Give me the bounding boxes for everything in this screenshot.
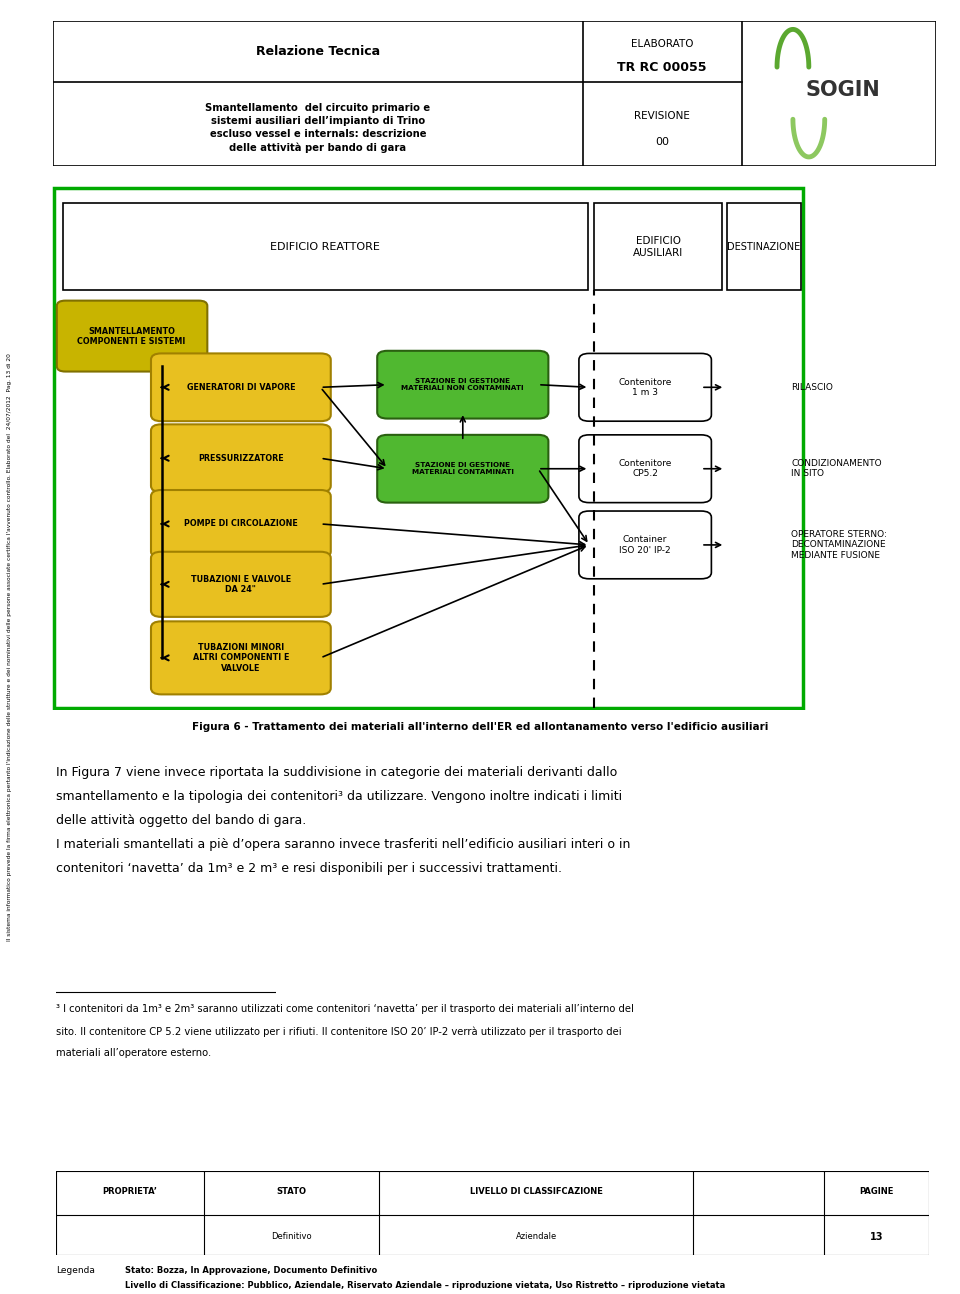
FancyBboxPatch shape: [62, 203, 588, 290]
Text: Definitivo: Definitivo: [272, 1232, 312, 1241]
FancyBboxPatch shape: [579, 511, 711, 578]
FancyBboxPatch shape: [377, 435, 548, 502]
Text: STAZIONE DI GESTIONE
MATERIALI NON CONTAMINATI: STAZIONE DI GESTIONE MATERIALI NON CONTA…: [401, 378, 524, 391]
FancyBboxPatch shape: [151, 490, 331, 558]
Text: POMPE DI CIRCOLAZIONE: POMPE DI CIRCOLAZIONE: [184, 519, 298, 528]
Text: SOGIN: SOGIN: [805, 80, 880, 100]
Text: REVISIONE: REVISIONE: [635, 111, 690, 122]
FancyBboxPatch shape: [594, 203, 722, 290]
Text: 13: 13: [870, 1232, 883, 1242]
Text: PRESSURIZZATORE: PRESSURIZZATORE: [198, 454, 284, 463]
Text: contenitori ‘navetta’ da 1m³ e 2 m³ e resi disponibili per i successivi trattame: contenitori ‘navetta’ da 1m³ e 2 m³ e re…: [56, 862, 562, 875]
Text: STAZIONE DI GESTIONE
MATERIALI CONTAMINATI: STAZIONE DI GESTIONE MATERIALI CONTAMINA…: [412, 462, 514, 475]
FancyBboxPatch shape: [151, 551, 331, 617]
Text: Contenitore
1 m 3: Contenitore 1 m 3: [618, 378, 672, 397]
Text: delle attività oggetto del bando di gara.: delle attività oggetto del bando di gara…: [56, 814, 306, 827]
Text: I materiali smantellati a piè d’opera saranno invece trasferiti nell’edificio au: I materiali smantellati a piè d’opera sa…: [56, 839, 630, 851]
Text: Stato: Bozza, In Approvazione, Documento Definitivo: Stato: Bozza, In Approvazione, Documento…: [125, 1266, 377, 1275]
Text: Contenitore
CP5.2: Contenitore CP5.2: [618, 459, 672, 479]
Text: LIVELLO DI CLASSIFCAZIONE: LIVELLO DI CLASSIFCAZIONE: [469, 1187, 603, 1196]
Text: ³ I contenitori da 1m³ e 2m³ saranno utilizzati come contenitori ‘navetta’ per i: ³ I contenitori da 1m³ e 2m³ saranno uti…: [56, 1004, 634, 1014]
Text: SMANTELLAMENTO
COMPONENTI E SISTEMI: SMANTELLAMENTO COMPONENTI E SISTEMI: [78, 326, 186, 345]
Text: EDIFICIO
AUSILIARI: EDIFICIO AUSILIARI: [633, 237, 684, 258]
Text: DESTINAZIONE: DESTINAZIONE: [728, 242, 801, 252]
FancyBboxPatch shape: [579, 353, 711, 421]
Text: PAGINE: PAGINE: [859, 1187, 894, 1196]
Text: Aziendale: Aziendale: [516, 1232, 557, 1241]
Text: CONDIZIONAMENTO
IN SITO: CONDIZIONAMENTO IN SITO: [791, 459, 882, 479]
Text: STATO: STATO: [276, 1187, 306, 1196]
FancyBboxPatch shape: [57, 300, 207, 371]
FancyBboxPatch shape: [151, 424, 331, 492]
Text: Livello di Classificazione: Pubblico, Aziendale, Riservato Aziendale – riproduzi: Livello di Classificazione: Pubblico, Az…: [125, 1281, 725, 1290]
Text: Smantellamento  del circuito primario e
sistemi ausiliari dell’impianto di Trino: Smantellamento del circuito primario e s…: [205, 102, 430, 153]
Text: TUBAZIONI E VALVOLE
DA 24": TUBAZIONI E VALVOLE DA 24": [191, 575, 291, 594]
Text: RILASCIO: RILASCIO: [791, 383, 833, 392]
Text: Container
ISO 20' IP-2: Container ISO 20' IP-2: [619, 536, 671, 555]
FancyBboxPatch shape: [53, 21, 936, 166]
FancyBboxPatch shape: [377, 351, 548, 418]
FancyBboxPatch shape: [727, 203, 801, 290]
Text: GENERATORI DI VAPORE: GENERATORI DI VAPORE: [186, 383, 295, 392]
Text: Il sistema informatico prevede la firma elettronica pertanto l'indicazione delle: Il sistema informatico prevede la firma …: [7, 353, 12, 941]
Text: TUBAZIONI MINORI
ALTRI COMPONENTI E
VALVOLE: TUBAZIONI MINORI ALTRI COMPONENTI E VALV…: [193, 643, 289, 673]
Text: Legenda: Legenda: [56, 1266, 94, 1275]
FancyBboxPatch shape: [151, 353, 331, 421]
Text: EDIFICIO REATTORE: EDIFICIO REATTORE: [270, 242, 380, 252]
Text: OPERATORE STERNO:
DECONTAMINAZIONE
MEDIANTE FUSIONE: OPERATORE STERNO: DECONTAMINAZIONE MEDIA…: [791, 531, 887, 560]
FancyBboxPatch shape: [151, 621, 331, 695]
Text: PROPRIETA’: PROPRIETA’: [103, 1187, 157, 1196]
Text: ELABORATO: ELABORATO: [631, 39, 693, 49]
FancyBboxPatch shape: [579, 435, 711, 502]
FancyBboxPatch shape: [54, 188, 803, 708]
Text: Relazione Tecnica: Relazione Tecnica: [255, 44, 380, 58]
Text: 00: 00: [656, 137, 669, 148]
Text: smantellamento e la tipologia dei contenitori³ da utilizzare. Vengono inoltre in: smantellamento e la tipologia dei conten…: [56, 789, 622, 804]
Text: In Figura 7 viene invece riportata la suddivisione in categorie dei materiali de: In Figura 7 viene invece riportata la su…: [56, 766, 617, 779]
Text: Figura 6 - Trattamento dei materiali all'interno dell'ER ed allontanamento verso: Figura 6 - Trattamento dei materiali all…: [192, 722, 768, 732]
Text: materiali all’operatore esterno.: materiali all’operatore esterno.: [56, 1048, 211, 1058]
Text: TR RC 00055: TR RC 00055: [617, 61, 707, 74]
Text: sito. Il contenitore CP 5.2 viene utilizzato per i rifiuti. Il contenitore ISO 2: sito. Il contenitore CP 5.2 viene utiliz…: [56, 1026, 621, 1036]
